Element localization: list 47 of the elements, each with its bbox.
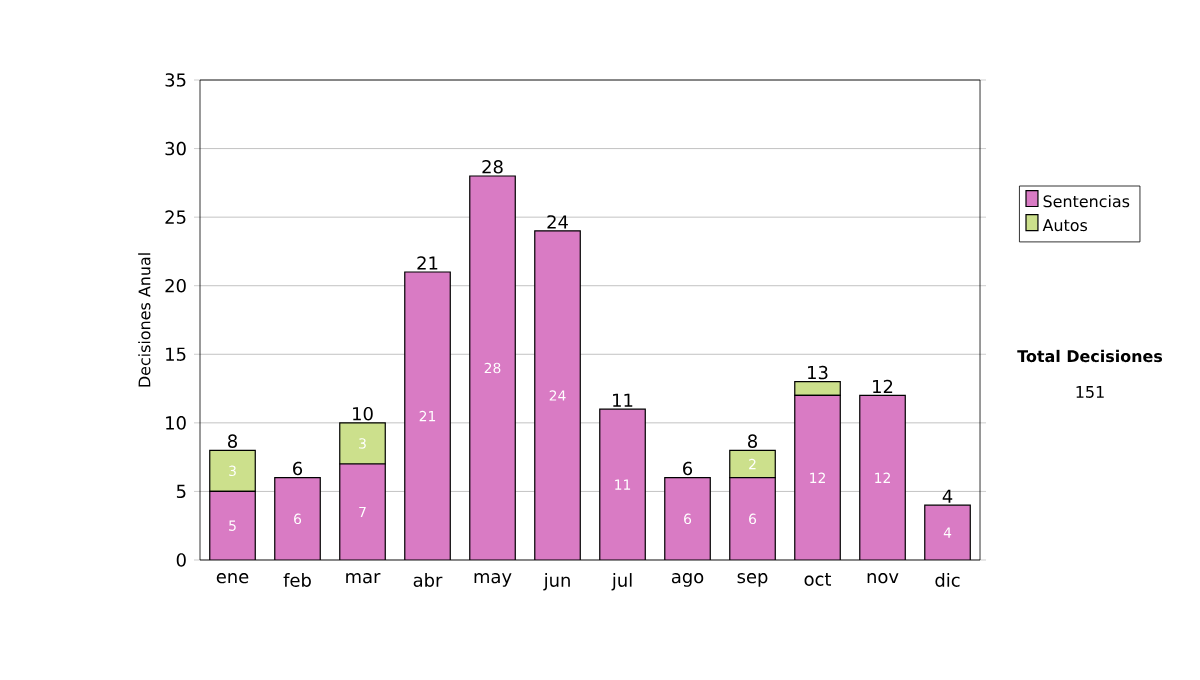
x-tick-label: abr	[413, 573, 443, 587]
total-label: 6	[293, 461, 303, 476]
bar	[859, 395, 906, 560]
bar	[469, 176, 516, 560]
y-tick-label: 30	[165, 141, 186, 156]
x-tick-label: ene	[216, 573, 249, 584]
bar	[794, 381, 841, 397]
total-label: 6	[683, 461, 693, 476]
total-label: 28	[482, 160, 503, 174]
y-tick-label: 20	[165, 278, 186, 293]
x-tick-label: jun	[543, 573, 570, 591]
bar	[729, 449, 776, 479]
bar	[534, 230, 581, 560]
total-label: 12	[873, 379, 893, 394]
total-label: 8	[748, 434, 757, 448]
y-tick-label: 35	[165, 73, 186, 87]
x-tick-label: nov	[867, 573, 899, 584]
x-tick-label: feb	[283, 573, 311, 587]
bar	[794, 395, 841, 560]
total-label: 10	[353, 406, 373, 421]
x-tick-label: ago	[671, 573, 704, 587]
y-tick-label: 25	[165, 210, 186, 224]
total-label: 24	[547, 215, 568, 229]
bar	[599, 409, 646, 560]
bar	[274, 477, 321, 560]
x-tick-label: dic	[935, 573, 960, 587]
y-tick-label: 15	[166, 347, 186, 361]
bar	[339, 464, 386, 560]
total-label: 13	[808, 365, 828, 380]
total-label: 4	[942, 489, 953, 503]
x-tick-label: may	[474, 573, 512, 587]
bar	[664, 477, 711, 560]
total-label: 11	[613, 393, 633, 407]
y-tick-label: 10	[166, 416, 186, 430]
bar	[729, 477, 776, 560]
x-tick-label: oct	[804, 573, 832, 586]
x-tick-label: jul	[611, 573, 632, 591]
total-label: 8	[228, 434, 237, 448]
y-tick-label: 5	[176, 484, 186, 499]
bar	[209, 491, 256, 560]
bar	[404, 272, 451, 560]
bar	[924, 504, 971, 560]
x-tick-label: mar	[346, 573, 381, 584]
bar	[339, 422, 386, 465]
total-label: 21	[417, 256, 438, 270]
x-tick-label: sep	[737, 573, 768, 587]
y-tick-label: 0	[176, 553, 186, 567]
